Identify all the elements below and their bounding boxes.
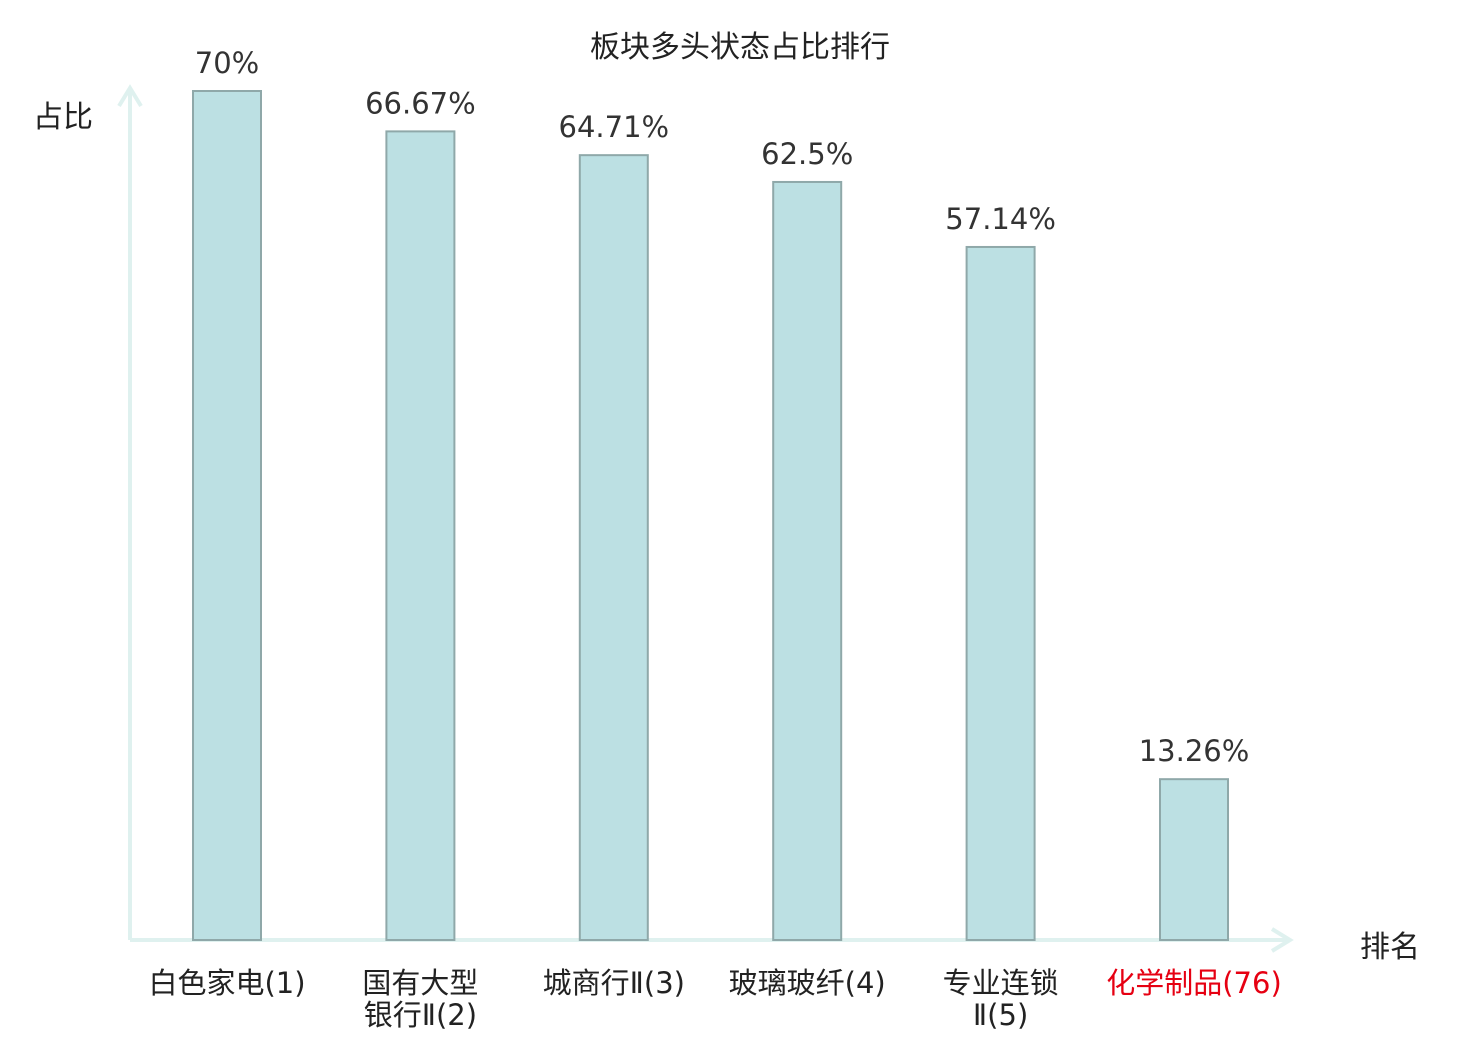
category-label: 化学制品(76) <box>1094 967 1294 999</box>
category-label-line: 专业连锁 <box>942 966 1059 1000</box>
y-axis-label: 占比 <box>33 100 93 135</box>
y-axis-arrow <box>117 84 143 108</box>
bar <box>385 130 456 942</box>
category-label-line: Ⅱ(5) <box>972 998 1029 1032</box>
bar <box>772 180 843 941</box>
category-label: 国有大型 银行Ⅱ(2) <box>320 967 520 1031</box>
axes <box>117 84 1294 953</box>
bar <box>192 90 262 941</box>
category-label: 专业连锁 Ⅱ(5) <box>901 967 1101 1031</box>
category-label-line: 化学制品(76) <box>1106 966 1282 1000</box>
value-label: 13.26% <box>1139 734 1250 768</box>
category-label-line: 城商行Ⅱ(3) <box>542 966 685 1000</box>
value-label: 57.14% <box>945 202 1056 236</box>
bars <box>192 90 1229 942</box>
value-label: 70% <box>195 46 259 80</box>
x-axis-arrow <box>1270 927 1294 953</box>
category-label-line: 白色家电(1) <box>148 966 306 1000</box>
bar <box>965 245 1036 941</box>
category-label-line: 银行Ⅱ(2) <box>363 998 478 1032</box>
value-label: 64.71% <box>559 110 670 144</box>
category-label: 玻璃玻纤(4) <box>707 967 907 999</box>
category-label-line: 玻璃玻纤(4) <box>728 966 886 1000</box>
category-label: 白色家电(1) <box>127 967 327 999</box>
bar <box>578 154 649 941</box>
category-label: 城商行Ⅱ(3) <box>514 967 714 999</box>
value-label: 62.5% <box>761 137 853 171</box>
x-axis-label: 排名 <box>1360 930 1420 965</box>
category-label-line: 国有大型 <box>362 966 479 1000</box>
value-label: 66.67% <box>365 86 476 120</box>
bar <box>1159 778 1229 942</box>
value-labels: 70% 66.67% 64.71% 62.5% 57.14% 13.26% <box>195 46 1250 768</box>
chart-title: 板块多头状态占比排行 <box>590 30 890 65</box>
